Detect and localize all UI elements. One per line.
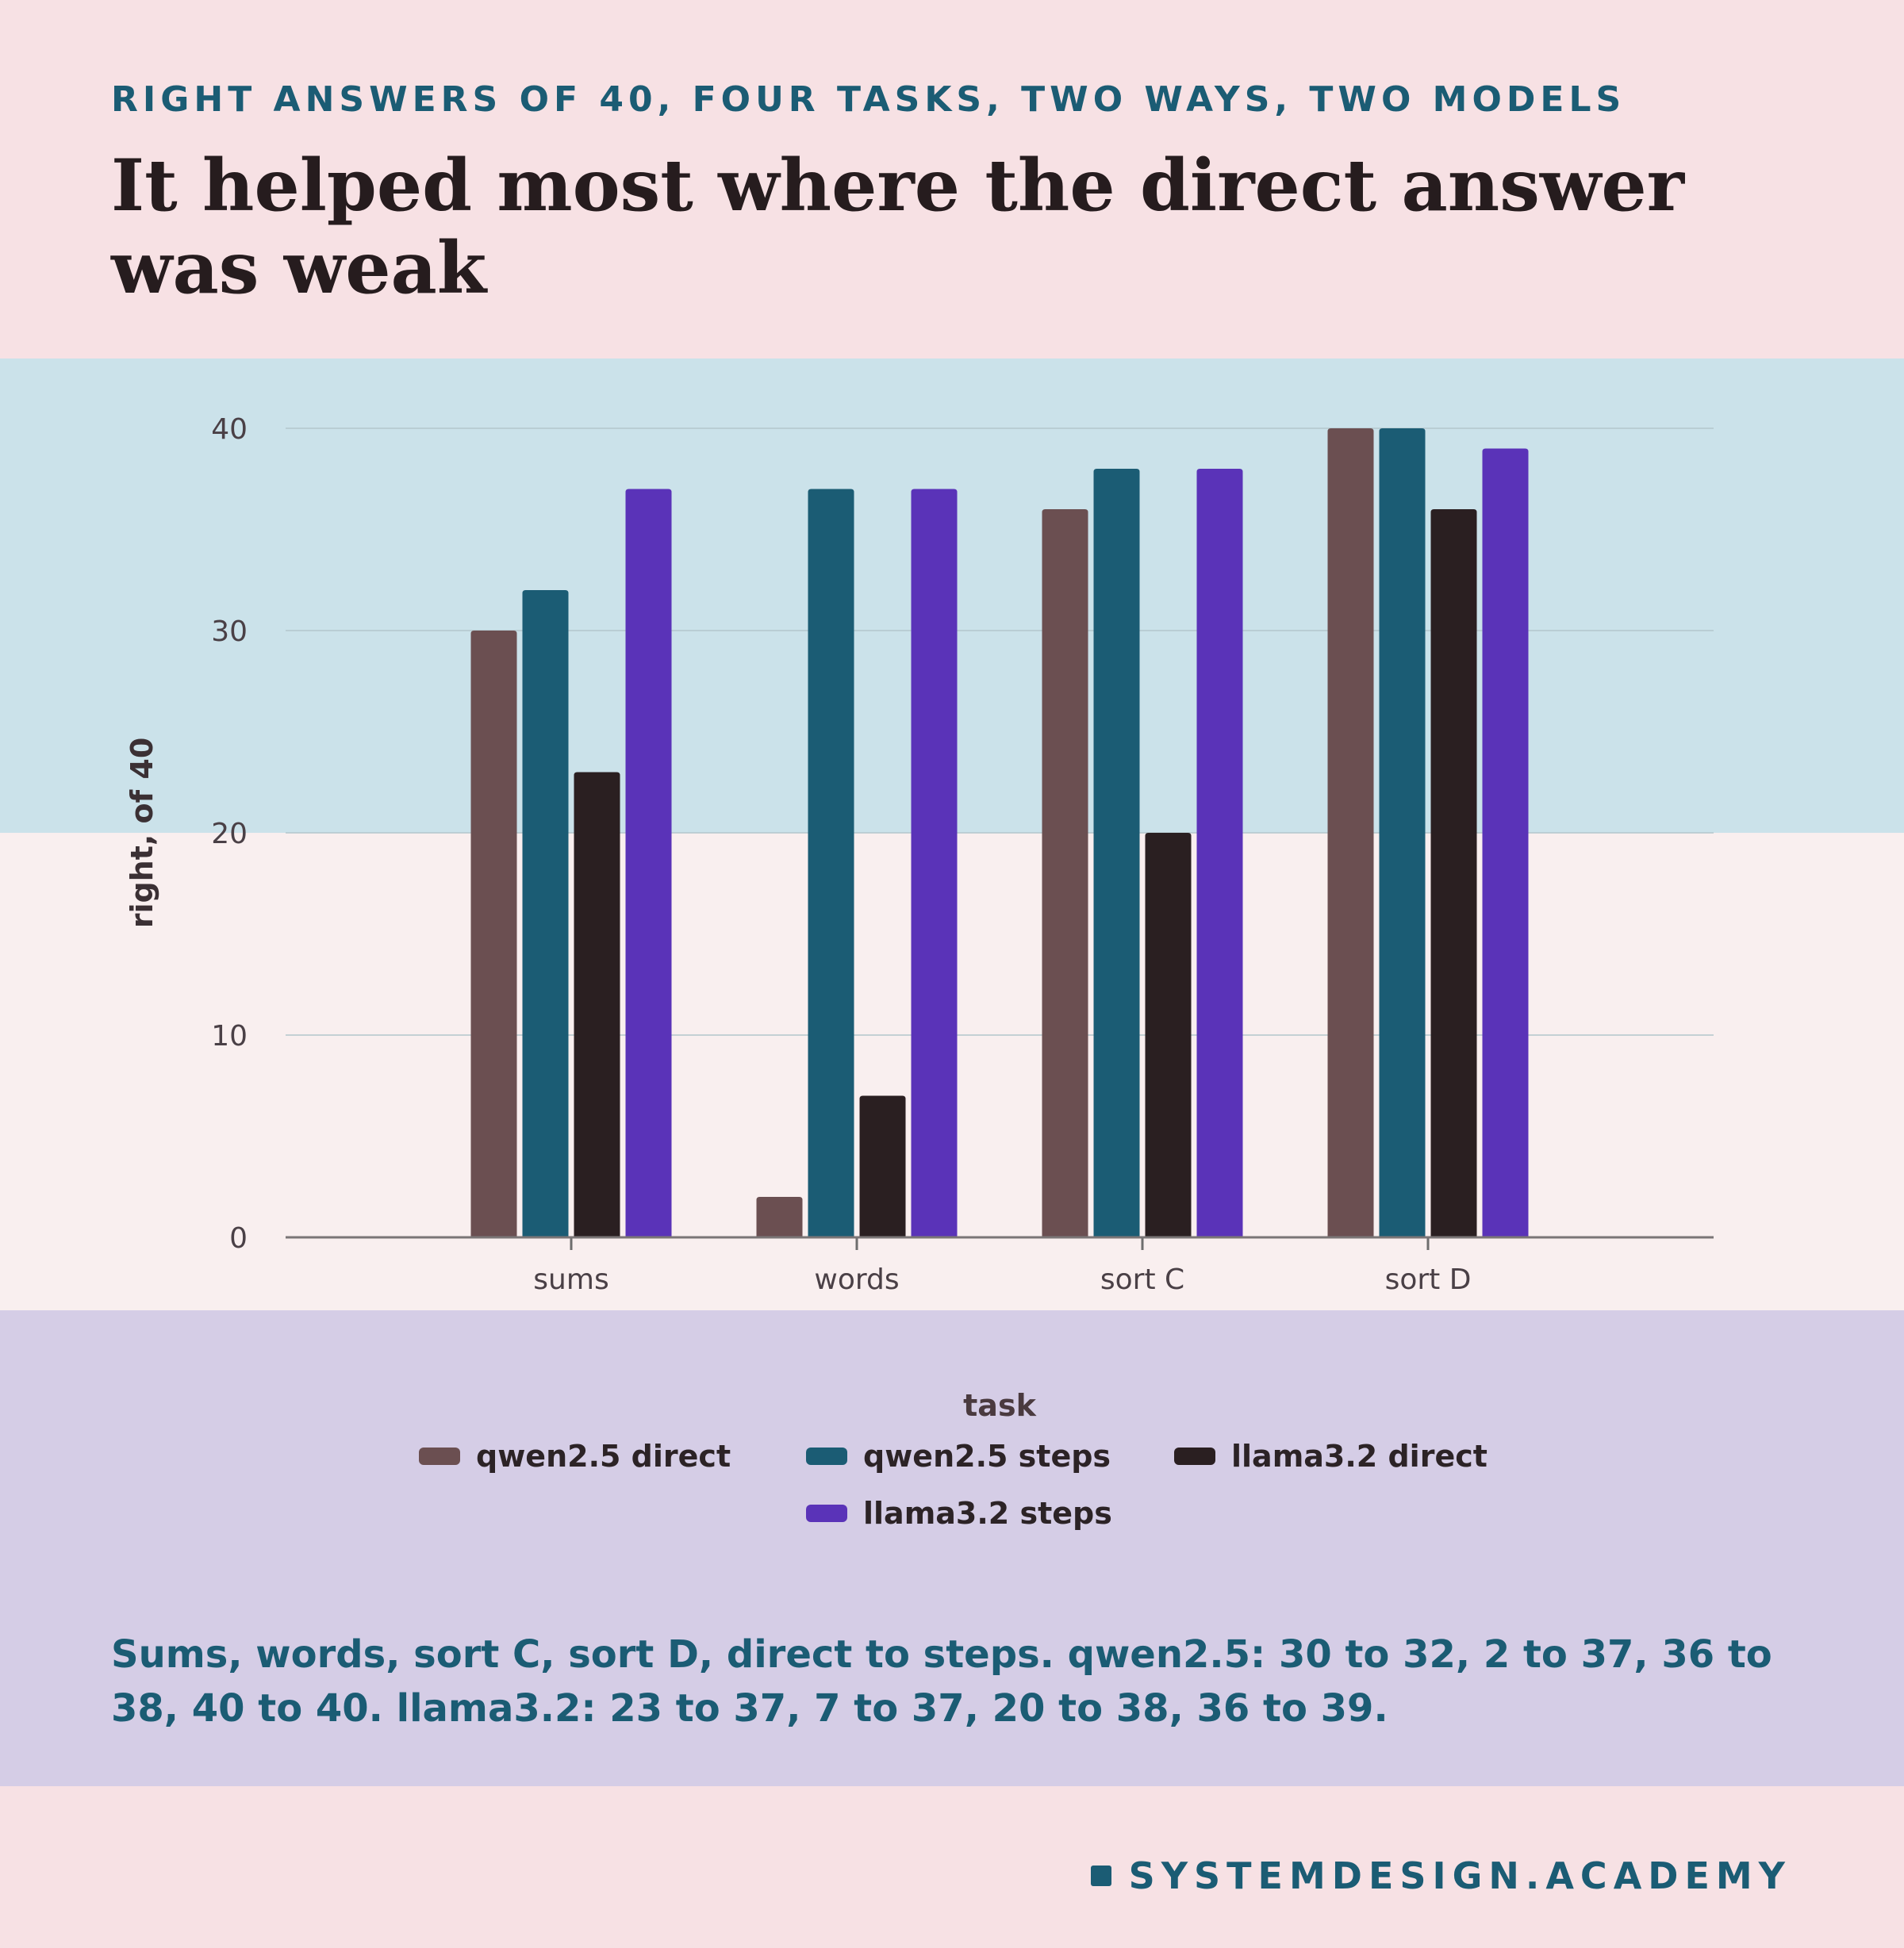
bar-llama3-2-steps xyxy=(911,489,958,1237)
legend-label: llama3.2 direct xyxy=(1231,1439,1488,1474)
bar-qwen2-5-steps xyxy=(1093,469,1140,1237)
x-tick-label: sums xyxy=(533,1264,608,1296)
chart-title: It helped most where the direct answer w… xyxy=(111,144,1685,310)
legend-item: llama3.2 direct xyxy=(1174,1436,1488,1476)
bar-qwen2-5-direct xyxy=(470,631,517,1237)
y-tick-label: 0 xyxy=(229,1222,248,1255)
bar-llama3-2-steps xyxy=(625,489,672,1237)
legend-label: qwen2.5 direct xyxy=(476,1439,731,1474)
x-axis-label: task xyxy=(963,1388,1036,1423)
bar-llama3-2-direct xyxy=(1430,509,1477,1237)
y-tick-label: 30 xyxy=(211,615,248,648)
y-tick-label: 40 xyxy=(211,413,248,446)
bar-llama3-2-direct xyxy=(1145,833,1192,1237)
legend-item: llama3.2 steps xyxy=(806,1494,1112,1533)
bar-llama3-2-steps xyxy=(1482,448,1529,1237)
x-tick-label: sort D xyxy=(1385,1264,1472,1296)
bar-chart: 0 10 20 30 40 right, of 40 sums words sort C sort… xyxy=(0,359,1904,1310)
chart-area: 0 10 20 30 40 right, of 40 sums words sort C sort… xyxy=(0,359,1904,1310)
footer: SYSTEMDESIGN.ACADEMY xyxy=(0,1786,1904,1948)
legend-swatch xyxy=(419,1448,460,1465)
legend-label: qwen2.5 steps xyxy=(863,1439,1111,1474)
chart-kicker: RIGHT ANSWERS OF 40, FOUR TASKS, TWO WAY… xyxy=(111,79,1626,120)
x-tick-label: words xyxy=(814,1264,899,1296)
bar-qwen2-5-steps xyxy=(808,489,854,1237)
summary-text: Sums, words, sort C, sort D, direct to s… xyxy=(111,1632,1772,1731)
y-tick-label: 10 xyxy=(211,1020,248,1053)
legend-swatch xyxy=(1174,1448,1215,1465)
legend-label: llama3.2 steps xyxy=(863,1496,1112,1531)
bar-qwen2-5-direct xyxy=(756,1197,803,1237)
brand-label: SYSTEMDESIGN.ACADEMY xyxy=(1128,1854,1791,1897)
legend-swatch xyxy=(806,1448,847,1465)
bar-llama3-2-direct xyxy=(859,1095,906,1237)
brand: SYSTEMDESIGN.ACADEMY xyxy=(1090,1854,1791,1897)
y-tick-label: 20 xyxy=(211,818,248,850)
legend-swatch xyxy=(806,1505,847,1522)
x-tick-label: sort C xyxy=(1100,1264,1184,1296)
legend-item: qwen2.5 steps xyxy=(806,1436,1111,1476)
bar-qwen2-5-steps xyxy=(1379,428,1426,1237)
legend-item: qwen2.5 direct xyxy=(419,1436,731,1476)
bar-qwen2-5-steps xyxy=(522,590,569,1237)
bar-qwen2-5-direct xyxy=(1042,509,1088,1237)
header: RIGHT ANSWERS OF 40, FOUR TASKS, TWO WAY… xyxy=(0,0,1904,359)
bar-llama3-2-steps xyxy=(1196,469,1243,1237)
bar-llama3-2-direct xyxy=(574,772,620,1237)
bar-qwen2-5-direct xyxy=(1327,428,1374,1237)
y-axis-label: right, of 40 xyxy=(125,738,159,929)
legend-band: task qwen2.5 direct qwen2.5 steps llama3.2… xyxy=(0,1310,1904,1786)
brand-square-icon xyxy=(1090,1866,1111,1886)
